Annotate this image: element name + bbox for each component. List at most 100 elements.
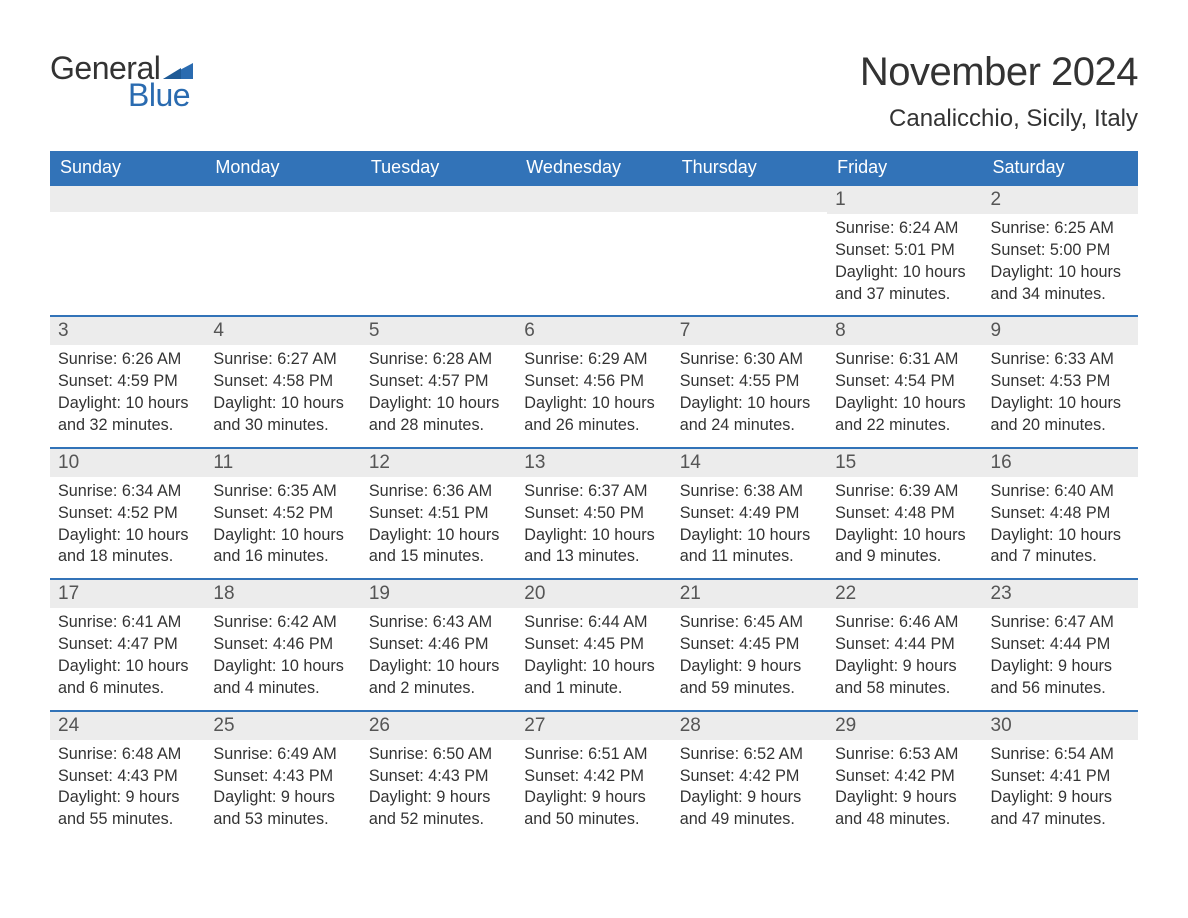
day-number: 18 bbox=[205, 578, 360, 608]
sunrise-text: Sunrise: 6:47 AM bbox=[991, 612, 1130, 634]
daylight-text: Daylight: 10 hours bbox=[58, 656, 197, 678]
day-header: Saturday bbox=[983, 151, 1138, 184]
day-cell: 27Sunrise: 6:51 AMSunset: 4:42 PMDayligh… bbox=[516, 710, 671, 841]
day-header: Sunday bbox=[50, 151, 205, 184]
sunrise-text: Sunrise: 6:53 AM bbox=[835, 744, 974, 766]
daylight-text: and 4 minutes. bbox=[213, 678, 352, 700]
daylight-text: Daylight: 10 hours bbox=[835, 262, 974, 284]
sunset-text: Sunset: 4:44 PM bbox=[991, 634, 1130, 656]
day-info: Sunrise: 6:46 AMSunset: 4:44 PMDaylight:… bbox=[827, 608, 982, 699]
day-info: Sunrise: 6:34 AMSunset: 4:52 PMDaylight:… bbox=[50, 477, 205, 568]
daylight-text: Daylight: 10 hours bbox=[524, 656, 663, 678]
sunrise-text: Sunrise: 6:38 AM bbox=[680, 481, 819, 503]
sunset-text: Sunset: 4:59 PM bbox=[58, 371, 197, 393]
daylight-text: and 50 minutes. bbox=[524, 809, 663, 831]
sunrise-text: Sunrise: 6:41 AM bbox=[58, 612, 197, 634]
day-info: Sunrise: 6:30 AMSunset: 4:55 PMDaylight:… bbox=[672, 345, 827, 436]
day-cell: 17Sunrise: 6:41 AMSunset: 4:47 PMDayligh… bbox=[50, 578, 205, 709]
day-cell-empty bbox=[50, 184, 205, 315]
sunrise-text: Sunrise: 6:48 AM bbox=[58, 744, 197, 766]
day-number: 25 bbox=[205, 710, 360, 740]
day-number: 13 bbox=[516, 447, 671, 477]
sunset-text: Sunset: 4:57 PM bbox=[369, 371, 508, 393]
daylight-text: and 28 minutes. bbox=[369, 415, 508, 437]
daylight-text: Daylight: 10 hours bbox=[991, 393, 1130, 415]
daylight-text: and 56 minutes. bbox=[991, 678, 1130, 700]
day-info: Sunrise: 6:35 AMSunset: 4:52 PMDaylight:… bbox=[205, 477, 360, 568]
day-cell: 15Sunrise: 6:39 AMSunset: 4:48 PMDayligh… bbox=[827, 447, 982, 578]
day-number bbox=[50, 184, 205, 212]
day-number: 14 bbox=[672, 447, 827, 477]
sunset-text: Sunset: 4:43 PM bbox=[213, 766, 352, 788]
day-info: Sunrise: 6:40 AMSunset: 4:48 PMDaylight:… bbox=[983, 477, 1138, 568]
day-cell-empty bbox=[516, 184, 671, 315]
day-info: Sunrise: 6:44 AMSunset: 4:45 PMDaylight:… bbox=[516, 608, 671, 699]
day-info: Sunrise: 6:36 AMSunset: 4:51 PMDaylight:… bbox=[361, 477, 516, 568]
day-info: Sunrise: 6:38 AMSunset: 4:49 PMDaylight:… bbox=[672, 477, 827, 568]
daylight-text: and 37 minutes. bbox=[835, 284, 974, 306]
daylight-text: Daylight: 10 hours bbox=[369, 525, 508, 547]
sunrise-text: Sunrise: 6:34 AM bbox=[58, 481, 197, 503]
sunset-text: Sunset: 5:00 PM bbox=[991, 240, 1130, 262]
daylight-text: and 2 minutes. bbox=[369, 678, 508, 700]
daylight-text: Daylight: 10 hours bbox=[680, 525, 819, 547]
sunrise-text: Sunrise: 6:24 AM bbox=[835, 218, 974, 240]
sunrise-text: Sunrise: 6:40 AM bbox=[991, 481, 1130, 503]
daylight-text: Daylight: 10 hours bbox=[835, 393, 974, 415]
day-number: 16 bbox=[983, 447, 1138, 477]
day-cell: 26Sunrise: 6:50 AMSunset: 4:43 PMDayligh… bbox=[361, 710, 516, 841]
day-cell: 18Sunrise: 6:42 AMSunset: 4:46 PMDayligh… bbox=[205, 578, 360, 709]
day-info: Sunrise: 6:28 AMSunset: 4:57 PMDaylight:… bbox=[361, 345, 516, 436]
daylight-text: Daylight: 9 hours bbox=[58, 787, 197, 809]
daylight-text: and 48 minutes. bbox=[835, 809, 974, 831]
sunset-text: Sunset: 4:47 PM bbox=[58, 634, 197, 656]
sunset-text: Sunset: 4:45 PM bbox=[524, 634, 663, 656]
sunset-text: Sunset: 4:45 PM bbox=[680, 634, 819, 656]
sunrise-text: Sunrise: 6:29 AM bbox=[524, 349, 663, 371]
day-number: 24 bbox=[50, 710, 205, 740]
day-cell: 19Sunrise: 6:43 AMSunset: 4:46 PMDayligh… bbox=[361, 578, 516, 709]
daylight-text: and 1 minute. bbox=[524, 678, 663, 700]
sunset-text: Sunset: 4:42 PM bbox=[835, 766, 974, 788]
sunset-text: Sunset: 4:46 PM bbox=[369, 634, 508, 656]
daylight-text: and 9 minutes. bbox=[835, 546, 974, 568]
day-number: 11 bbox=[205, 447, 360, 477]
sunrise-text: Sunrise: 6:42 AM bbox=[213, 612, 352, 634]
daylight-text: and 30 minutes. bbox=[213, 415, 352, 437]
day-info: Sunrise: 6:50 AMSunset: 4:43 PMDaylight:… bbox=[361, 740, 516, 831]
day-cell: 4Sunrise: 6:27 AMSunset: 4:58 PMDaylight… bbox=[205, 315, 360, 446]
day-number: 2 bbox=[983, 184, 1138, 214]
daylight-text: Daylight: 10 hours bbox=[835, 525, 974, 547]
sunrise-text: Sunrise: 6:25 AM bbox=[991, 218, 1130, 240]
day-cell: 30Sunrise: 6:54 AMSunset: 4:41 PMDayligh… bbox=[983, 710, 1138, 841]
daylight-text: Daylight: 9 hours bbox=[213, 787, 352, 809]
day-info: Sunrise: 6:53 AMSunset: 4:42 PMDaylight:… bbox=[827, 740, 982, 831]
day-number: 3 bbox=[50, 315, 205, 345]
day-cell: 14Sunrise: 6:38 AMSunset: 4:49 PMDayligh… bbox=[672, 447, 827, 578]
sunset-text: Sunset: 4:50 PM bbox=[524, 503, 663, 525]
day-number: 5 bbox=[361, 315, 516, 345]
day-cell: 8Sunrise: 6:31 AMSunset: 4:54 PMDaylight… bbox=[827, 315, 982, 446]
daylight-text: Daylight: 9 hours bbox=[524, 787, 663, 809]
day-cell: 10Sunrise: 6:34 AMSunset: 4:52 PMDayligh… bbox=[50, 447, 205, 578]
day-cell: 1Sunrise: 6:24 AMSunset: 5:01 PMDaylight… bbox=[827, 184, 982, 315]
day-info: Sunrise: 6:47 AMSunset: 4:44 PMDaylight:… bbox=[983, 608, 1138, 699]
day-info: Sunrise: 6:43 AMSunset: 4:46 PMDaylight:… bbox=[361, 608, 516, 699]
daylight-text: Daylight: 9 hours bbox=[680, 787, 819, 809]
sunset-text: Sunset: 5:01 PM bbox=[835, 240, 974, 262]
day-info: Sunrise: 6:45 AMSunset: 4:45 PMDaylight:… bbox=[672, 608, 827, 699]
day-cell: 25Sunrise: 6:49 AMSunset: 4:43 PMDayligh… bbox=[205, 710, 360, 841]
day-header: Monday bbox=[205, 151, 360, 184]
day-info: Sunrise: 6:39 AMSunset: 4:48 PMDaylight:… bbox=[827, 477, 982, 568]
daylight-text: Daylight: 10 hours bbox=[524, 393, 663, 415]
daylight-text: and 47 minutes. bbox=[991, 809, 1130, 831]
week-row: 10Sunrise: 6:34 AMSunset: 4:52 PMDayligh… bbox=[50, 447, 1138, 578]
daylight-text: and 58 minutes. bbox=[835, 678, 974, 700]
sunset-text: Sunset: 4:44 PM bbox=[835, 634, 974, 656]
day-cell-empty bbox=[361, 184, 516, 315]
day-header-row: SundayMondayTuesdayWednesdayThursdayFrid… bbox=[50, 151, 1138, 184]
daylight-text: Daylight: 10 hours bbox=[213, 525, 352, 547]
week-row: 24Sunrise: 6:48 AMSunset: 4:43 PMDayligh… bbox=[50, 710, 1138, 841]
day-number: 10 bbox=[50, 447, 205, 477]
daylight-text: and 26 minutes. bbox=[524, 415, 663, 437]
